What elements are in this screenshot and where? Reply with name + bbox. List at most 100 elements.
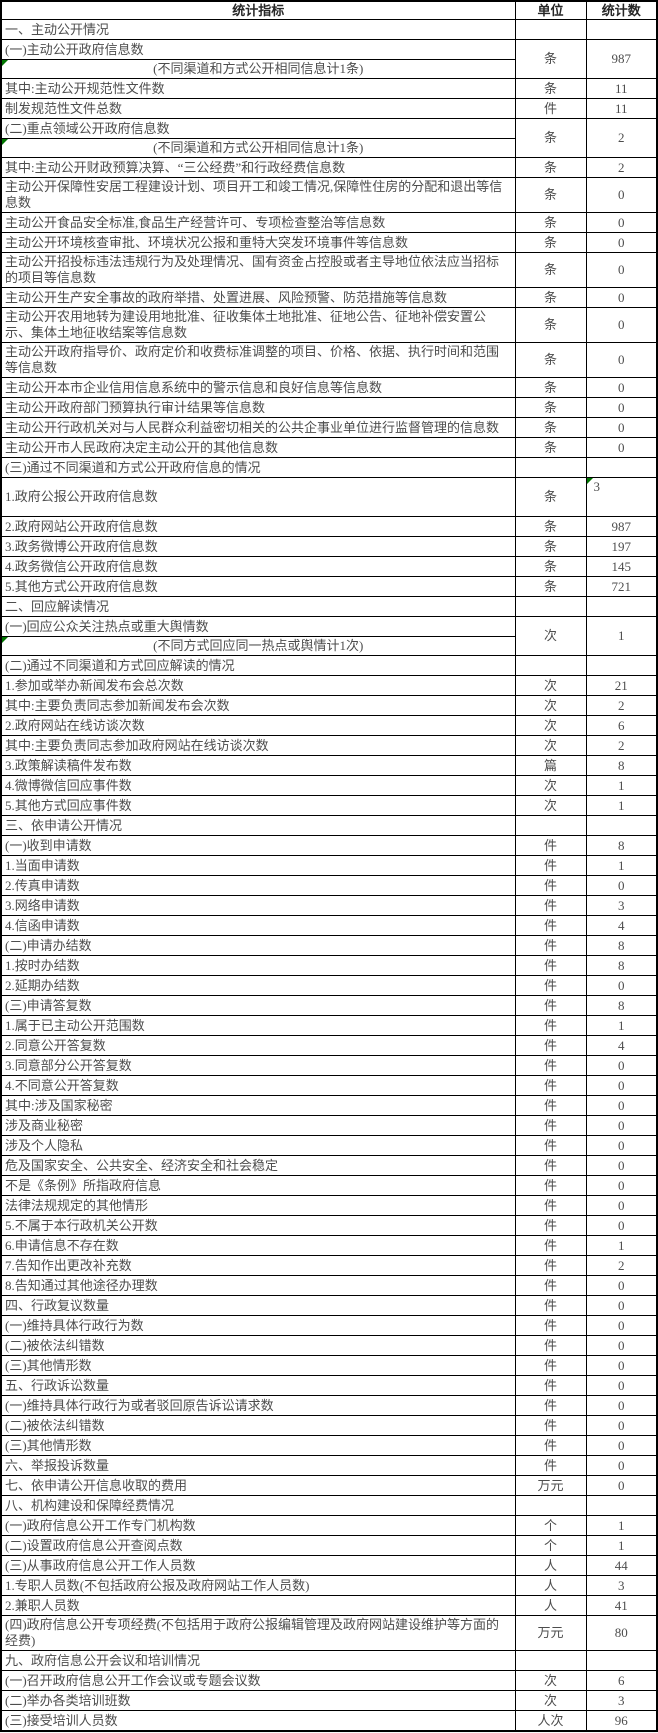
unit-cell: 件 — [514, 1155, 587, 1176]
section-row: 八、机构建设和保障经费情况 — [0, 1495, 658, 1516]
indicator-cell: 危及国家安全、公共安全、经济安全和社会稳定 — [0, 1155, 516, 1176]
table-row: 5.其他方式回应事件数次 1 — [0, 795, 658, 816]
unit-cell: 万元 — [514, 1475, 587, 1496]
indicator-note-cell: (不同渠道和方式公开相同信息计1条) — [0, 138, 516, 158]
value-cell: 3 — [585, 1690, 658, 1711]
value-cell: 2 — [585, 1255, 658, 1276]
value-cell: 8 — [585, 755, 658, 776]
value-cell: 6 — [585, 715, 658, 736]
table-row: 主动公开市人民政府决定主动公开的其他信息数条 0 — [0, 437, 658, 458]
section-row: 一、主动公开情况 — [0, 19, 658, 40]
unit-cell: 件 — [514, 935, 587, 956]
indicator-cell: 3.政策解读稿件发布数 — [0, 755, 516, 776]
table-row: 3.网络申请数件 3 — [0, 895, 658, 916]
value-cell: 987 — [585, 516, 658, 537]
indicator-cell: 其中:主要负责同志参加政府网站在线访谈次数 — [0, 735, 516, 756]
value-cell: 0 — [585, 342, 658, 378]
indicator-cell: (三)从事政府信息公开工作人员数 — [0, 1555, 516, 1576]
unit-cell: 件 — [514, 955, 587, 976]
unit-cell: 条 — [514, 177, 587, 213]
indicator-cell: 主动公开政府指导价、政府定价和收费标准调整的项目、价格、依据、执行时间和范围等信… — [0, 342, 516, 378]
value-cell: 0 — [585, 1295, 658, 1316]
table-row: (三)申请答复数件 8 — [0, 995, 658, 1016]
unit-cell: 人次 — [514, 1710, 587, 1732]
unit-cell: 条 — [514, 39, 587, 79]
table-row: 1.当面申请数件 1 — [0, 855, 658, 876]
value-cell: 8 — [585, 935, 658, 956]
indicator-cell: (二)申请办结数 — [0, 935, 516, 956]
value-cell: 0 — [585, 437, 658, 458]
value-cell: 1 — [585, 795, 658, 816]
unit-cell: 条 — [514, 78, 587, 99]
cell-flag-icon — [587, 478, 593, 484]
table-row: 七、依申请公开信息收取的费用 万元 0 — [0, 1475, 658, 1496]
table-row: (一)政府信息公开工作专门机构数个 1 — [0, 1515, 658, 1536]
value-cell: 3 — [585, 895, 658, 916]
table-row: (一)回应公众关注热点或重大舆情数次 1 — [0, 616, 658, 656]
table-row: 法律法规规定的其他情形件 0 — [0, 1195, 658, 1216]
table-row: 其中:涉及国家秘密件 0 — [0, 1095, 658, 1116]
unit-cell — [514, 815, 587, 836]
indicator-cell: 6.申请信息不存在数 — [0, 1235, 516, 1256]
indicator-cell: 1.政府公报公开政府信息数 — [0, 477, 516, 517]
unit-cell: 件 — [514, 1435, 587, 1456]
table-row-note: (不同方式回应同一热点或舆情计1次) — [0, 636, 657, 656]
unit-cell: 件 — [514, 835, 587, 856]
unit-cell — [514, 1495, 587, 1516]
value-cell: 0 — [585, 875, 658, 896]
indicator-cell: 3.同意部分公开答复数 — [0, 1055, 516, 1076]
unit-cell: 个 — [514, 1535, 587, 1556]
indicator-cell: (二)设置政府信息公开查阅点数 — [0, 1535, 516, 1556]
indicator-cell: 一、主动公开情况 — [0, 19, 516, 40]
table-row: 4.微博微信回应事件数次 1 — [0, 775, 658, 796]
value-cell — [585, 815, 658, 836]
unit-cell: 条 — [514, 556, 587, 577]
header-indicator: 统计指标 — [0, 0, 516, 20]
value-cell: 0 — [585, 1435, 658, 1456]
value-cell: 1 — [585, 855, 658, 876]
unit-cell: 条 — [514, 417, 587, 438]
indicator-cell: 2.同意公开答复数 — [0, 1035, 516, 1056]
unit-cell: 万元 — [514, 1615, 587, 1651]
table-row: 主动公开环境核查审批、环境状况公报和重特大突发环境事件等信息数条 0 — [0, 232, 658, 253]
value-cell: 1 — [585, 1535, 658, 1556]
table-row: 2.政府网站在线访谈次数次 6 — [0, 715, 658, 736]
value-cell: 0 — [585, 377, 658, 398]
unit-cell: 件 — [514, 1135, 587, 1156]
indicator-cell: 2.延期办结数 — [0, 975, 516, 996]
indicator-cell: 涉及个人隐私 — [0, 1135, 516, 1156]
table-row: (一)召开政府信息公开工作会议或专题会议数次 6 — [0, 1670, 658, 1691]
unit-cell: 件 — [514, 1275, 587, 1296]
value-cell: 0 — [585, 1395, 658, 1416]
value-cell: 0 — [585, 1215, 658, 1236]
indicator-cell: 3.政务微博公开政府信息数 — [0, 536, 516, 557]
indicator-cell: (一)维持具体行政行为数 — [0, 1315, 516, 1336]
indicator-cell: (三)其他情形数 — [0, 1355, 516, 1376]
unit-cell: 件 — [514, 1015, 587, 1036]
table-row: 2.同意公开答复数件 4 — [0, 1035, 658, 1056]
header-unit: 单位 — [514, 0, 587, 20]
indicator-cell: 3.网络申请数 — [0, 895, 516, 916]
value-cell: 2 — [585, 157, 658, 178]
value-cell: 0 — [585, 1375, 658, 1396]
indicator-cell: (二)被依法纠错数 — [0, 1415, 516, 1436]
unit-cell: 件 — [514, 995, 587, 1016]
value-cell: 0 — [585, 1055, 658, 1076]
table-row: (二)申请办结数件 8 — [0, 935, 658, 956]
unit-cell: 条 — [514, 516, 587, 537]
unit-cell: 件 — [514, 1215, 587, 1236]
value-cell: 0 — [585, 232, 658, 253]
table-row: (一)收到申请数件 8 — [0, 835, 658, 856]
value-cell — [585, 1650, 658, 1671]
unit-cell: 件 — [514, 875, 587, 896]
unit-cell: 条 — [514, 437, 587, 458]
table-row: 其中:主动公开财政预算决算、“三公经费”和行政经费信息数条 2 — [0, 157, 658, 178]
section-row: 九、政府信息公开会议和培训情况 — [0, 1650, 658, 1671]
value-cell: 6 — [585, 1670, 658, 1691]
unit-cell: 件 — [514, 1195, 587, 1216]
indicator-cell: 主动公开行政机关对与人民群众利益密切相关的公共企事业单位进行监督管理的信息数 — [0, 417, 516, 438]
indicator-cell: (三)其他情形数 — [0, 1435, 516, 1456]
unit-cell: 条 — [514, 232, 587, 253]
unit-cell: 条 — [514, 118, 587, 158]
indicator-cell: (一)政府信息公开工作专门机构数 — [0, 1515, 516, 1536]
